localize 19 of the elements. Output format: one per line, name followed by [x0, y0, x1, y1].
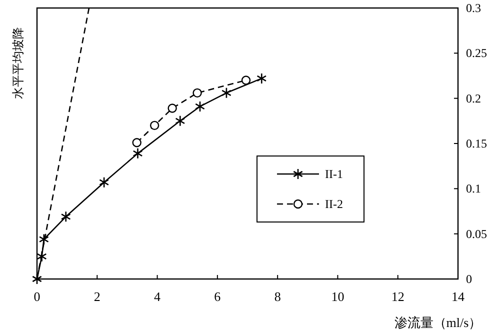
y-tick-label: 0.1	[466, 182, 481, 196]
y-axis-title: 水平平均坡降	[11, 27, 25, 99]
legend-label: II-1	[325, 167, 343, 181]
y-tick-label: 0.3	[466, 1, 481, 15]
x-tick-label: 12	[391, 289, 404, 304]
x-tick-label: 2	[94, 289, 100, 304]
y-tick-label: 0.15	[466, 136, 487, 150]
y-tick-label: 0	[466, 272, 472, 286]
x-tick-label: 8	[274, 289, 281, 304]
x-tick-label: 14	[452, 289, 465, 304]
x-tick-label: 6	[214, 289, 222, 304]
x-tick-label: 10	[331, 289, 344, 304]
y-tick-label: 0.05	[466, 226, 487, 241]
y-tick-label: 0.2	[466, 91, 481, 106]
y-tick-label: 0.25	[466, 46, 487, 60]
x-tick-label: 4	[154, 289, 162, 304]
legend-label: II-2	[325, 197, 343, 211]
x-tick-label: 0	[34, 289, 40, 304]
x-axis-title: 渗流量（ml/s）	[394, 315, 482, 330]
